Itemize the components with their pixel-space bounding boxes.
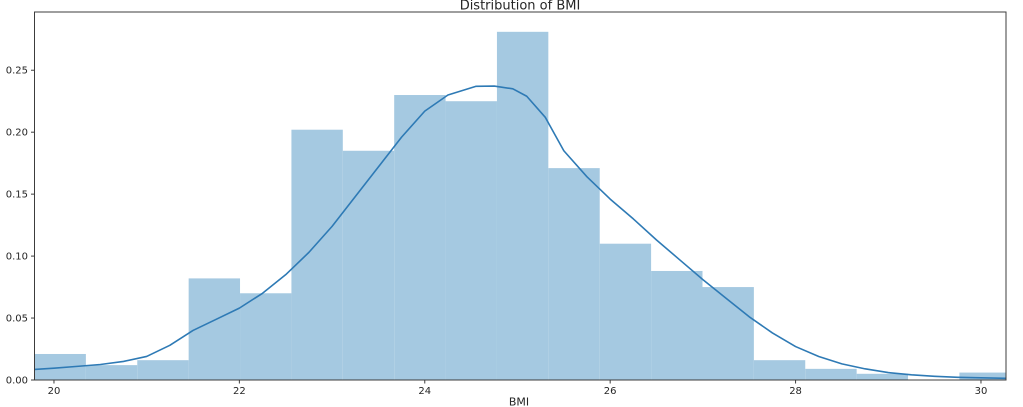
x-tick-label: 30	[975, 386, 988, 397]
axes-layer: 20 22 24 26 28 30 0.00 0.05 0.10 0.15 0.20 0.25	[6, 11, 1007, 397]
y-tick-label: 0.05	[6, 314, 28, 325]
x-tick-label: 24	[418, 386, 431, 397]
histogram-bar	[856, 373, 909, 380]
x-tick-label: 20	[48, 386, 61, 397]
histogram-bar	[959, 372, 1006, 380]
histogram-bar	[599, 243, 652, 380]
x-axis-label: BMI	[509, 396, 529, 407]
y-tick-label: 0.15	[6, 190, 28, 201]
y-tick-label: 0.10	[6, 252, 28, 263]
histogram-bar	[496, 31, 549, 380]
x-tick-label: 28	[789, 386, 802, 397]
histogram-bar	[342, 150, 395, 380]
chart-title: Distribution of BMI	[460, 0, 581, 14]
histogram-bar	[85, 365, 138, 380]
y-tick-label: 0.20	[6, 128, 28, 139]
y-tick-label: 0.00	[6, 376, 28, 387]
histogram-bar	[394, 95, 446, 380]
y-tick-label: 0.25	[6, 66, 28, 77]
histogram-bar	[445, 101, 497, 380]
histogram-bars-layer	[34, 31, 1006, 380]
histogram-bar	[753, 360, 806, 380]
kde-curve-layer	[34, 85, 1006, 380]
histogram-bar	[805, 368, 857, 380]
kde-curve	[34, 85, 1006, 380]
histogram-bar	[240, 293, 292, 380]
histogram-bar	[702, 287, 754, 380]
x-tick-label: 26	[604, 386, 617, 397]
histogram-bar	[548, 168, 600, 380]
histogram-bar	[291, 129, 343, 380]
plot-border	[34, 11, 1007, 381]
histogram-bar	[137, 360, 189, 380]
x-tick-label: 22	[233, 386, 246, 397]
histogram-bar	[651, 270, 703, 380]
